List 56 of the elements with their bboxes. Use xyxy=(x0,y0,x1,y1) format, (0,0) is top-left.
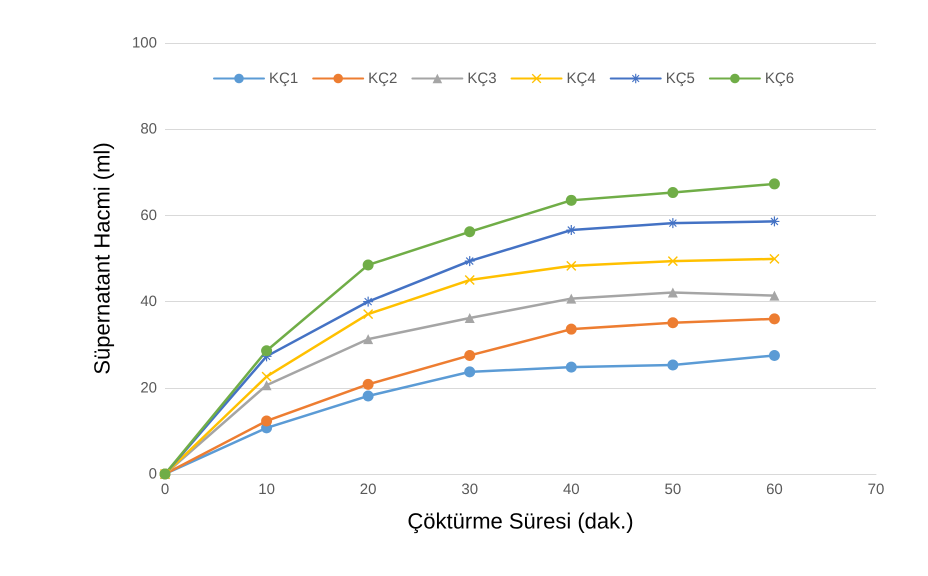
legend-label: KÇ4 xyxy=(566,70,596,87)
x-tick-label: 10 xyxy=(258,481,275,498)
point xyxy=(667,359,678,370)
point xyxy=(261,415,272,426)
y-tick-label: 40 xyxy=(140,293,157,310)
point xyxy=(464,275,475,286)
point xyxy=(566,324,577,335)
x-tick-label: 40 xyxy=(562,481,580,498)
point xyxy=(769,254,780,264)
x-tick-label: 50 xyxy=(664,481,682,498)
point xyxy=(262,372,272,382)
x-axis-title: Çöktürme Süresi (dak.) xyxy=(407,508,634,534)
point xyxy=(668,256,678,266)
point xyxy=(566,294,576,304)
point xyxy=(464,226,476,238)
point xyxy=(667,317,678,328)
point xyxy=(464,350,476,361)
legend-label: KÇ5 xyxy=(666,70,695,87)
point xyxy=(769,216,780,226)
point xyxy=(464,256,475,266)
point xyxy=(362,390,374,402)
point xyxy=(363,296,374,307)
legend-label: KÇ1 xyxy=(269,70,298,87)
y-axis-title: Süpernatant Hacmi (ml) xyxy=(90,142,114,375)
point xyxy=(768,350,780,361)
y-tick-label: 20 xyxy=(140,379,157,396)
x-tick-label: 70 xyxy=(868,481,884,498)
point xyxy=(566,225,576,236)
legend-label: KÇ3 xyxy=(467,70,497,87)
point xyxy=(566,260,576,271)
x-tick-label: 30 xyxy=(461,481,478,498)
point xyxy=(668,218,678,228)
x-tick-label: 0 xyxy=(160,481,170,498)
point xyxy=(262,380,272,390)
point xyxy=(566,362,577,373)
point xyxy=(363,334,374,344)
point xyxy=(668,288,678,298)
point xyxy=(464,366,476,378)
point xyxy=(261,345,272,356)
point xyxy=(362,259,374,270)
x-tick-label: 60 xyxy=(766,481,783,498)
point xyxy=(566,194,577,206)
legend-label: KÇ6 xyxy=(764,70,794,87)
y-tick-label: 60 xyxy=(140,206,157,224)
y-tick-label: 80 xyxy=(140,120,157,138)
point xyxy=(362,378,374,390)
point xyxy=(768,178,780,190)
legend-label: KÇ2 xyxy=(368,70,398,87)
x-tick-label: 20 xyxy=(360,481,376,498)
point xyxy=(768,313,780,324)
point xyxy=(667,187,678,198)
point xyxy=(464,312,475,323)
y-tick-label: 100 xyxy=(132,34,157,52)
point xyxy=(769,290,780,301)
y-tick-label: 0 xyxy=(148,466,157,482)
point xyxy=(363,309,374,320)
